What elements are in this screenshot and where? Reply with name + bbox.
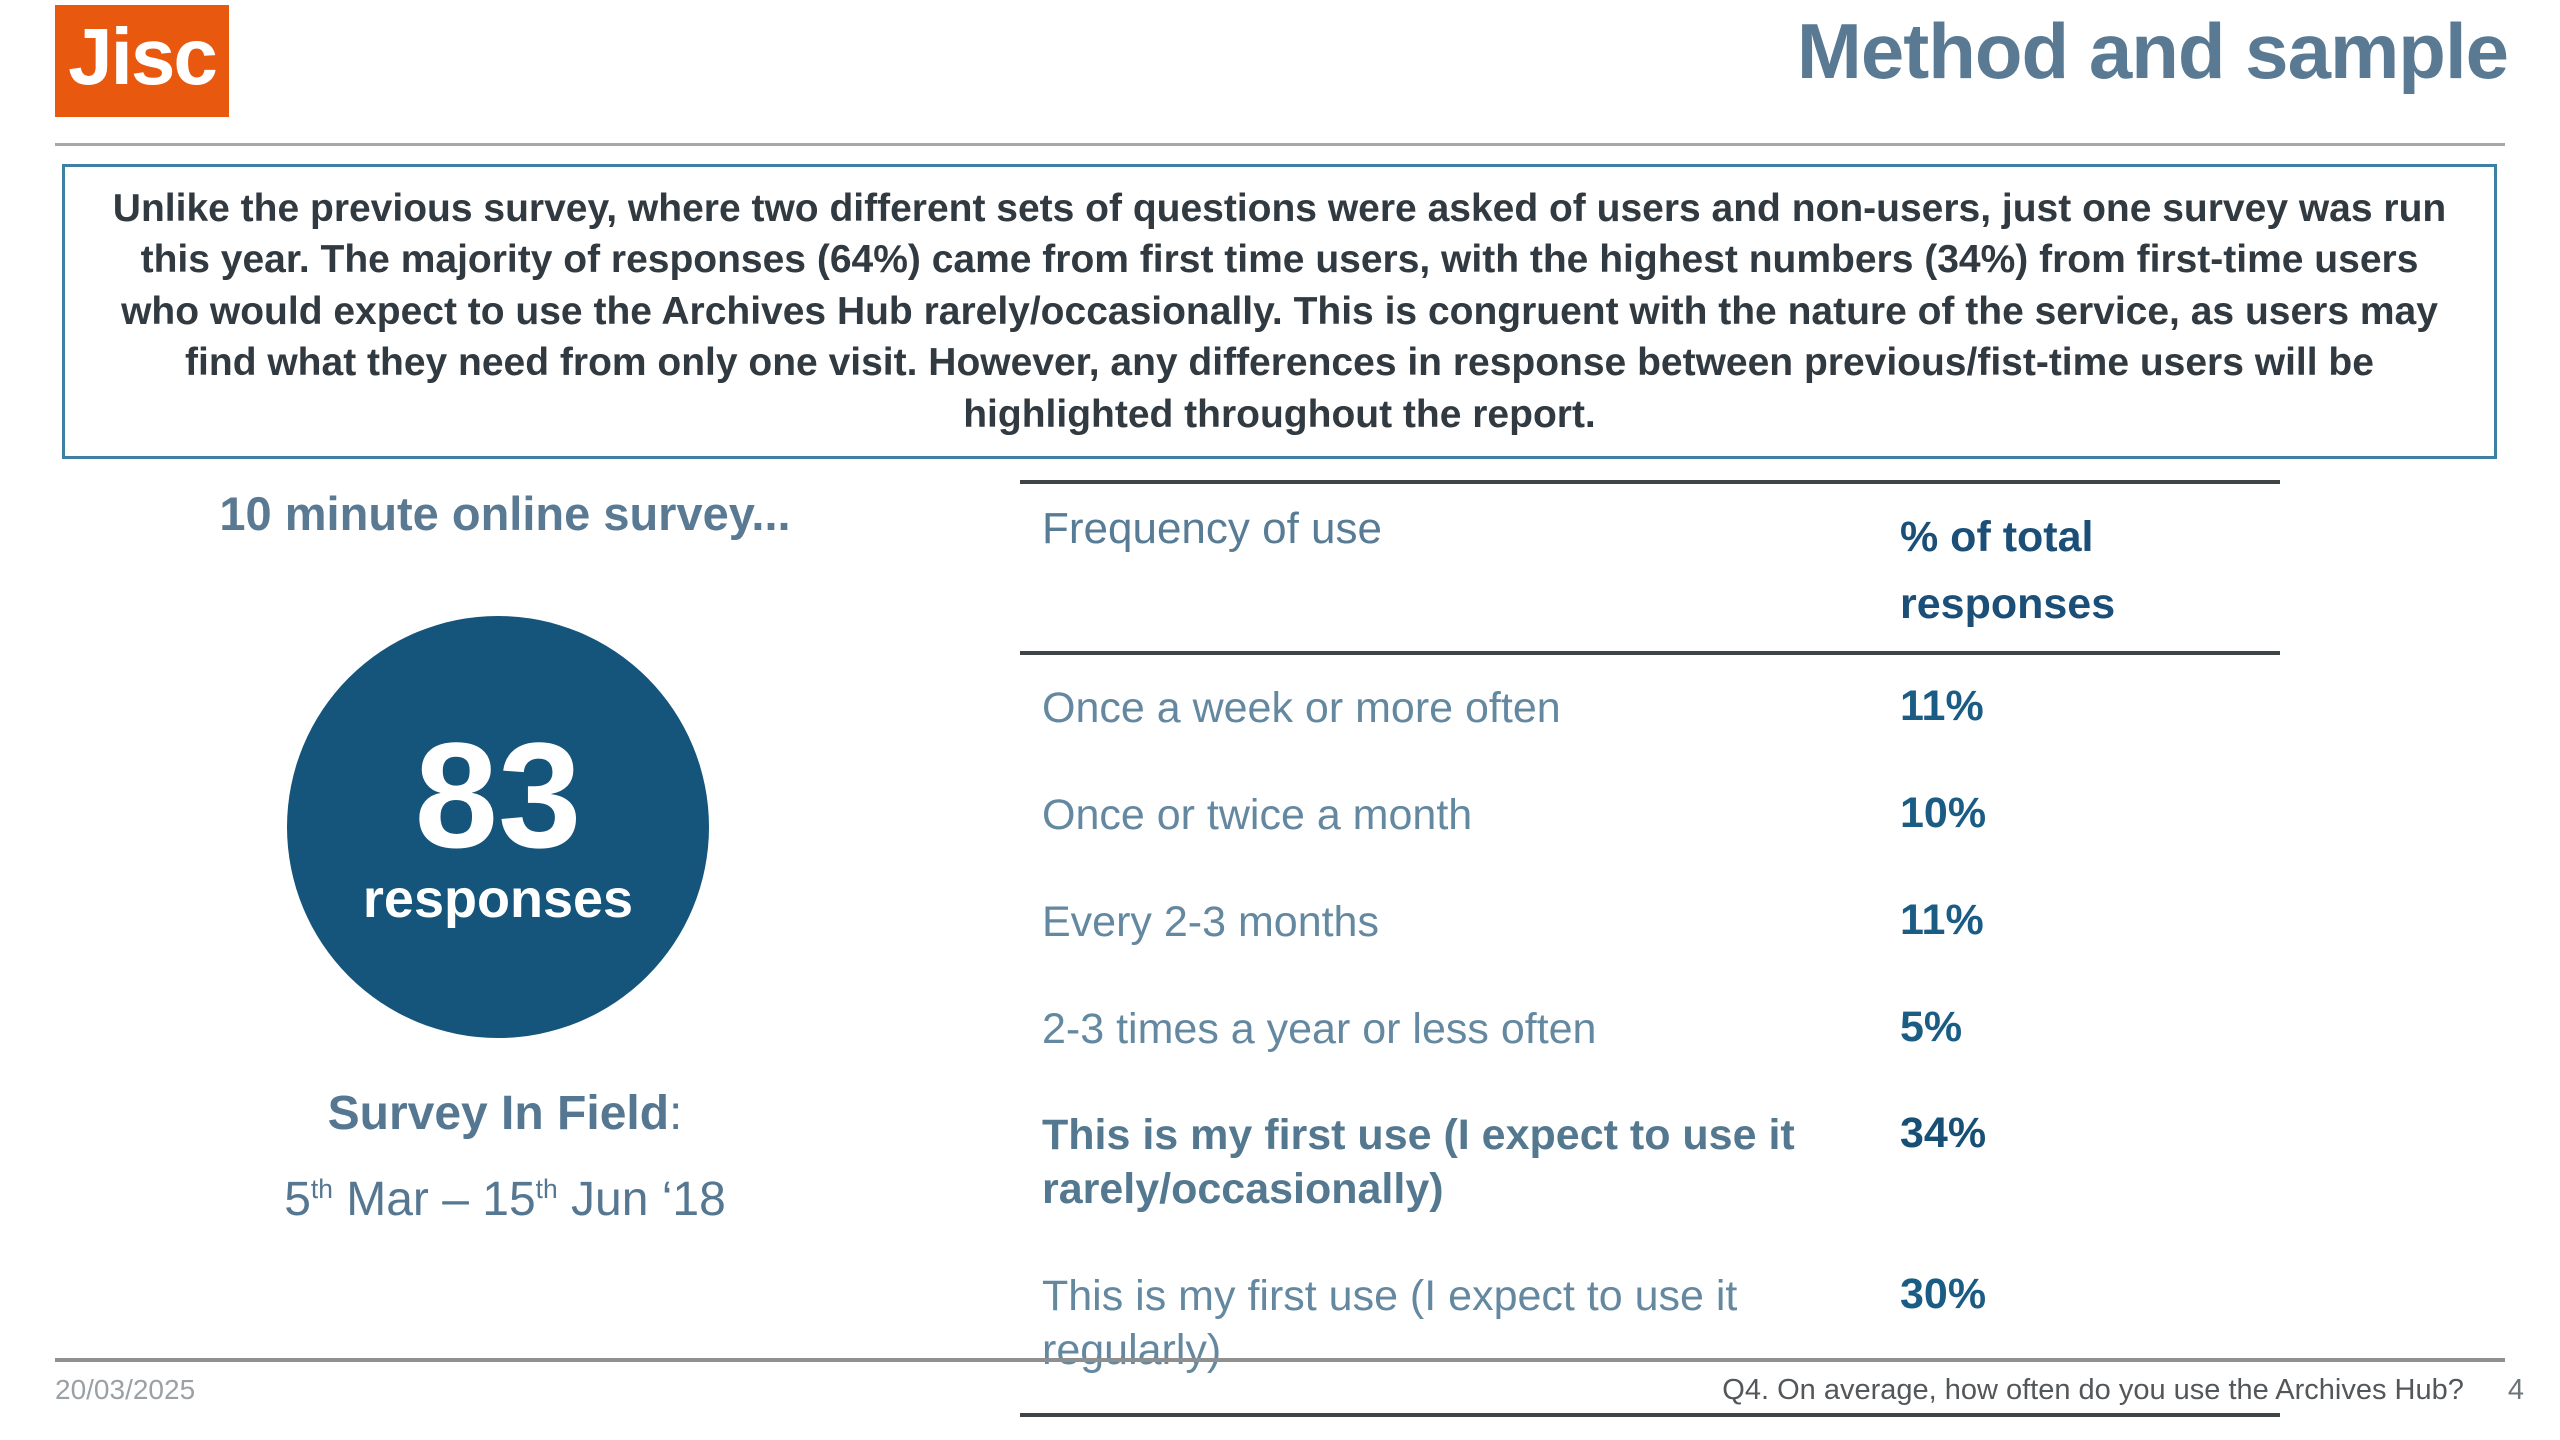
row-value: 10% xyxy=(1900,789,1987,838)
intro-paragraph: Unlike the previous survey, where two di… xyxy=(112,187,2447,436)
date-end-ordinal: th xyxy=(535,1174,558,1204)
date-end: Jun ‘18 xyxy=(557,1173,726,1226)
row-value: 5% xyxy=(1900,1002,1963,1051)
survey-duration-heading: 10 minute online survey... xyxy=(219,487,791,540)
row-label: 2-3 times a year or less often xyxy=(1042,1004,1597,1053)
survey-in-field-text: Survey In Field xyxy=(327,1087,670,1140)
date-start-day: 5 xyxy=(284,1173,311,1226)
row-label: Once or twice a month xyxy=(1042,791,1473,840)
column-header-frequency: Frequency of use xyxy=(1042,504,1382,553)
survey-in-field-colon: : xyxy=(669,1087,683,1140)
footer-question: Q4. On average, how often do you use the… xyxy=(1722,1374,2464,1406)
column-header-percent: % of total responses xyxy=(1900,513,2116,628)
date-middle: Mar – 15 xyxy=(332,1173,536,1226)
row-label: Once a week or more often xyxy=(1042,684,1561,733)
row-value: 11% xyxy=(1900,895,1984,944)
header-divider xyxy=(55,143,2505,146)
page-title: Method and sample xyxy=(1796,7,2509,95)
table-row: Every 2-3 months 11% xyxy=(1020,869,2280,976)
page-number: 4 xyxy=(2507,1374,2524,1406)
jisc-logo: Jisc xyxy=(55,5,229,117)
footer-right-group: Q4. On average, how often do you use the… xyxy=(1722,1374,2524,1407)
row-value: 34% xyxy=(1900,1109,1987,1158)
table-row: Once or twice a month 10% xyxy=(1020,762,2280,869)
footer-date: 20/03/2025 xyxy=(55,1374,196,1405)
row-value: 11% xyxy=(1900,682,1984,731)
date-start-ordinal: th xyxy=(310,1174,333,1204)
responses-count: 83 xyxy=(414,710,582,879)
survey-in-field-label: Survey In Field: xyxy=(115,1086,895,1141)
jisc-logo-text: Jisc xyxy=(68,12,218,101)
row-value: 30% xyxy=(1900,1269,1987,1318)
row-label: This is my first use (I expect to use it… xyxy=(1042,1271,1738,1374)
frequency-table: Frequency of use % of total responses On… xyxy=(1020,480,2280,1418)
table-row-first-use-rarely: This is my first use (I expect to use it… xyxy=(1020,1082,2280,1243)
survey-dates: 5th Mar – 15th Jun ‘18 xyxy=(115,1172,895,1227)
table-header-row: Frequency of use % of total responses xyxy=(1020,484,2280,656)
responses-label: responses xyxy=(362,869,634,930)
table-body: Once a week or more often 11% Once or tw… xyxy=(1020,655,2280,1418)
row-label: This is my first use (I expect to use it… xyxy=(1042,1111,1795,1214)
table-row: 2-3 times a year or less often 5% xyxy=(1020,976,2280,1083)
row-label: Every 2-3 months xyxy=(1042,897,1379,946)
intro-text-box: Unlike the previous survey, where two di… xyxy=(62,164,2497,460)
footer-divider xyxy=(55,1358,2505,1362)
table-row: Once a week or more often 11% xyxy=(1020,655,2280,762)
table-row-first-use-regularly: This is my first use (I expect to use it… xyxy=(1020,1243,2280,1404)
responses-circle: 83 responses xyxy=(287,616,709,1038)
